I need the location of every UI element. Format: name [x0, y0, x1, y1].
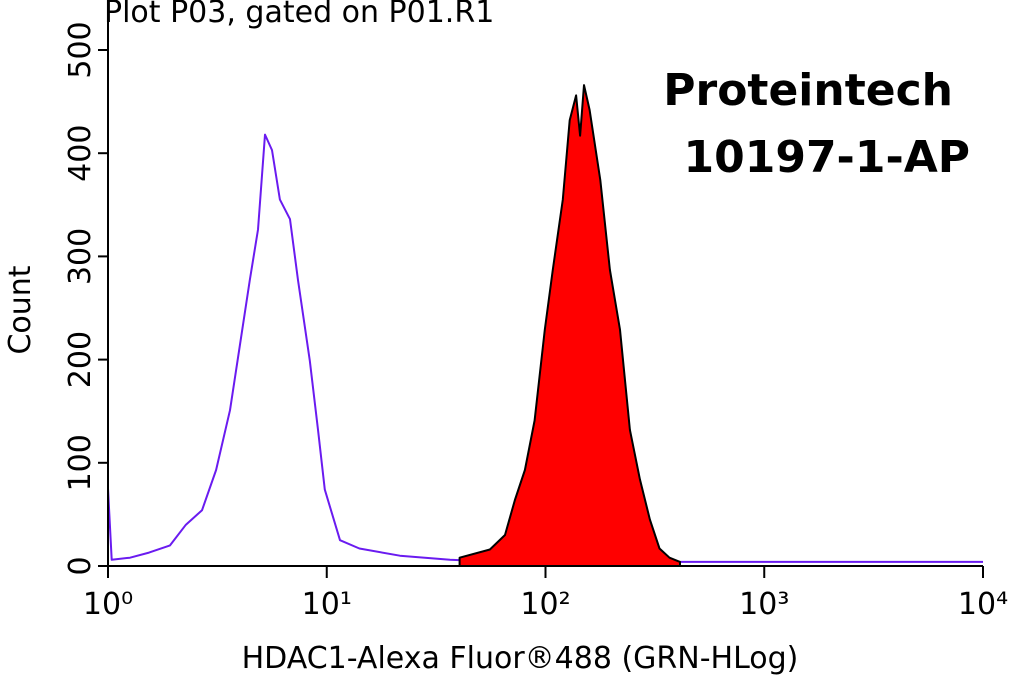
y-tick-label: 0 [63, 556, 98, 575]
x-tick-label: 10⁴ [958, 587, 1008, 622]
y-tick-label: 500 [63, 21, 98, 78]
annotation: 10197-1-AP [683, 132, 970, 183]
x-tick-label: 10³ [739, 587, 789, 622]
y-axis-label: Count [3, 265, 38, 354]
x-tick-label: 10² [520, 587, 570, 622]
y-tick-label: 300 [63, 228, 98, 285]
x-tick-label: 10⁰ [83, 587, 133, 622]
y-tick-label: 200 [63, 331, 98, 388]
histogram-area [458, 84, 681, 567]
y-tick-label: 100 [63, 434, 98, 491]
chart-title: Plot P03, gated on P01.R1 [104, 0, 494, 30]
annotation: Proteintech [663, 65, 953, 116]
y-tick-label: 400 [63, 125, 98, 182]
histogram-line [107, 133, 983, 563]
x-tick-label: 10¹ [302, 587, 352, 622]
x-axis-label: HDAC1-Alexa Fluor®488 (GRN-HLog) [242, 641, 799, 676]
